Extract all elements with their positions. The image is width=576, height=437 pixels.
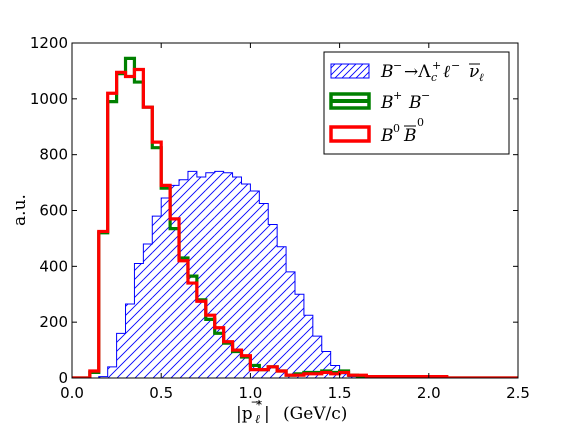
hist-bin	[170, 185, 180, 378]
svg-text:0: 0	[417, 116, 424, 129]
svg-text:+: +	[393, 89, 402, 102]
svg-text:c: c	[431, 71, 437, 84]
svg-text:B: B	[380, 62, 394, 82]
svg-text:*: *	[256, 398, 262, 412]
hist-bin	[161, 197, 171, 378]
hist-bin	[152, 216, 162, 378]
legend-label-b0b0bar: B 0 B 0	[380, 116, 424, 146]
series-0	[72, 170, 518, 378]
svg-text:−: −	[393, 59, 402, 72]
svg-text:ℓ: ℓ	[443, 62, 450, 82]
hist-bin	[223, 172, 233, 378]
svg-text:0: 0	[393, 122, 400, 135]
series-layer	[72, 56, 518, 378]
hist-bin	[134, 263, 144, 378]
hist-bin	[286, 271, 295, 378]
y-tick-label: 800	[39, 146, 68, 164]
hist-bin	[348, 376, 358, 378]
hist-bin	[107, 366, 117, 378]
series-outline	[72, 170, 518, 378]
hist-bin	[116, 333, 126, 378]
x-tick-label: 1.5	[328, 384, 352, 402]
svg-text:|p: |p	[236, 404, 253, 424]
hist-bin	[232, 177, 242, 378]
y-axis-label: a.u.	[10, 194, 30, 226]
svg-text:(GeV/c): (GeV/c)	[283, 404, 347, 424]
ticks-layer: 0.0 0.5 1.0 1.5 2.0 2.5 0 200 400 600 800 1000 1200	[30, 34, 530, 402]
hist-bin	[250, 190, 260, 378]
y-tick-label: 400	[39, 257, 68, 275]
y-tick-label: 0	[58, 369, 68, 387]
svg-text:ν: ν	[469, 62, 479, 82]
hist-bin	[241, 183, 251, 378]
x-tick-label: 2.5	[506, 384, 530, 402]
hist-bin	[268, 224, 278, 378]
legend-label-signal: B − →Λ c + ℓ − ν ℓ	[380, 59, 484, 84]
x-tick-label: 0.0	[60, 384, 84, 402]
x-tick-label: 2.0	[417, 384, 441, 402]
hist-bin	[303, 315, 313, 378]
hist-bin	[125, 304, 135, 378]
svg-text:→Λ: →Λ	[404, 62, 431, 82]
svg-text:B: B	[380, 93, 394, 113]
hist-bin	[98, 376, 108, 378]
legend-label-bpbm: B + B −	[380, 89, 430, 113]
hist-bin	[339, 373, 349, 378]
hist-bin	[179, 179, 188, 378]
y-tick-label: 1200	[30, 34, 68, 52]
legend-swatch-bpbm-box	[329, 92, 371, 110]
hist-bin	[143, 244, 153, 378]
hist-bin	[321, 351, 331, 378]
x-tick-label: 0.5	[149, 384, 173, 402]
y-tick-label: 600	[39, 202, 68, 220]
hist-bin	[205, 172, 215, 378]
legend: B − →Λ c + ℓ − ν ℓ B + B − B	[323, 51, 510, 155]
svg-text:B: B	[408, 93, 422, 113]
svg-text:B: B	[403, 126, 417, 146]
svg-text:+: +	[432, 59, 441, 72]
series-2	[72, 67, 518, 378]
hist-bin	[312, 336, 322, 378]
hist-bin	[214, 171, 224, 378]
legend-swatch-b0b0bar	[329, 125, 371, 143]
svg-text:−: −	[421, 89, 430, 102]
hist-bin	[277, 246, 287, 378]
y-tick-label: 200	[39, 313, 68, 331]
hist-bin	[196, 177, 206, 378]
x-tick-label: 1.0	[238, 384, 262, 402]
legend-swatch-signal	[330, 63, 370, 79]
x-axis-label: |p → * ℓ | (GeV/c)	[236, 395, 347, 426]
svg-text:B: B	[380, 126, 394, 146]
svg-text:→: →	[251, 395, 261, 409]
series-line	[72, 67, 518, 378]
hist-bin	[259, 203, 269, 378]
svg-text:ℓ: ℓ	[255, 412, 260, 426]
y-tick-label: 1000	[30, 90, 68, 108]
svg-text:ℓ: ℓ	[479, 71, 484, 84]
svg-text:|: |	[264, 404, 270, 424]
hist-bin	[295, 294, 304, 378]
svg-text:−: −	[451, 59, 460, 72]
